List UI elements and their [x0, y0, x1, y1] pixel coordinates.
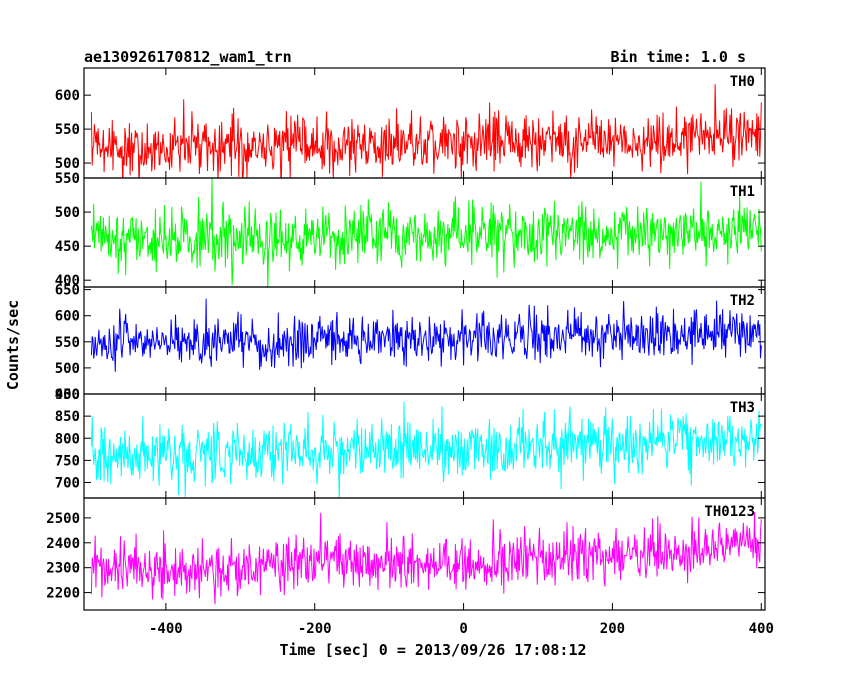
y-tick-label-th1-400: 400: [55, 273, 80, 289]
y-tick-label-th0-550: 550: [55, 122, 80, 138]
panel-label-th3: TH3: [730, 400, 755, 416]
chart-title: ae130926170812_wam1_trn: [84, 48, 292, 66]
y-tick-label-th1-450: 450: [55, 239, 80, 255]
panel-label-th0: TH0: [730, 74, 755, 90]
y-tick-label-th2-600: 600: [55, 309, 80, 325]
y-tick-label-th0-600: 600: [55, 88, 80, 104]
y-tick-label-th0-500: 500: [55, 156, 80, 172]
y-tick-label-th0123-2200: 2200: [46, 586, 80, 602]
y-tick-label-th3-750: 750: [55, 453, 80, 469]
x-tick-label-200: 200: [600, 621, 625, 637]
x-tick-label-400: 400: [749, 621, 774, 637]
panel-th0: 500 550 600 TH0: [55, 67, 766, 179]
panel-th3: 700 750 800 850 900 TH3: [55, 387, 766, 499]
series-line-th0123: [90, 512, 762, 605]
y-tick-label-th3-850: 850: [55, 409, 80, 425]
panel-label-th2: TH2: [730, 293, 755, 309]
y-tick-label-th0123-2500: 2500: [46, 511, 80, 527]
y-tick-label-th2-650: 650: [55, 283, 80, 299]
series-line-th1: [90, 178, 762, 287]
y-tick-label-th2-450: 450: [55, 387, 80, 403]
y-tick-label-th0123-2400: 2400: [46, 536, 80, 552]
x-tick-label-0: 0: [459, 621, 467, 637]
panel-th1: 400 450 500 550 TH1: [55, 171, 766, 289]
y-tick-label-th3-800: 800: [55, 431, 80, 447]
x-tick-label--200: -200: [298, 621, 332, 637]
series-line-th3: [90, 401, 762, 498]
x-axis-label: Time [sec] 0 = 2013/09/26 17:08:12: [279, 641, 586, 659]
y-tick-label-th3-900: 900: [55, 387, 80, 403]
y-tick-label-th0123-2300: 2300: [46, 561, 80, 577]
y-tick-label-th2-500: 500: [55, 361, 80, 377]
series-line-th0: [90, 84, 762, 178]
panel-label-th1: TH1: [730, 184, 755, 200]
y-tick-label-th3-700: 700: [55, 476, 80, 492]
panel-th2: 450 500 550 600 650 TH2: [55, 283, 766, 403]
y-tick-label-th1-550: 550: [55, 171, 80, 187]
panels-group: 500550600TH0400450500550TH14505005506006…: [46, 67, 774, 637]
x-tick-label--400: -400: [149, 621, 183, 637]
y-tick-label-th1-500: 500: [55, 205, 80, 221]
panel-th0123: 2200 2300 2400 2500 TH0123: [46, 497, 766, 611]
panel-label-th0123: TH0123: [704, 504, 755, 520]
series-line-th2: [90, 298, 762, 372]
panel-frame-th0123: [83, 497, 766, 611]
y-tick-label-th2-550: 550: [55, 335, 80, 351]
y-axis-label: Counts/sec: [4, 300, 22, 390]
bin-time-label: Bin time: 1.0 s: [611, 48, 746, 66]
